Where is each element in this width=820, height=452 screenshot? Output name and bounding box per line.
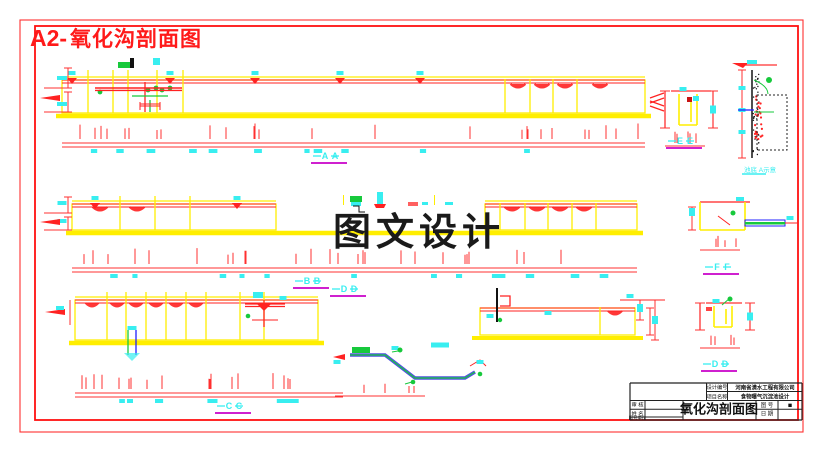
svg-text:池底 A示意: 池底 A示意	[744, 165, 777, 174]
svg-text:D: D	[722, 359, 729, 369]
svg-text:项目名称: 项目名称	[707, 392, 728, 400]
svg-text:A2-: A2-	[30, 25, 67, 51]
svg-text:氧化沟剖面图: 氧化沟剖面图	[70, 27, 202, 51]
svg-text:F: F	[714, 262, 720, 272]
svg-text:审 核: 审 核	[631, 401, 644, 409]
svg-text:A: A	[322, 151, 329, 161]
svg-text:河南省潢水工程有限公司: 河南省潢水工程有限公司	[735, 383, 794, 391]
svg-text:D: D	[351, 284, 358, 294]
svg-text:氧化沟剖面图: 氧化沟剖面图	[679, 402, 758, 417]
svg-text:E: E	[677, 136, 683, 146]
svg-text:E: E	[687, 136, 693, 146]
svg-text:C: C	[236, 401, 243, 411]
svg-text:设计编号: 设计编号	[707, 383, 728, 391]
svg-text:F: F	[724, 262, 730, 272]
svg-text:B: B	[304, 276, 311, 286]
svg-text:A: A	[332, 151, 339, 161]
svg-text:食物曝气沉淀池设计: 食物曝气沉淀池设计	[741, 393, 790, 401]
svg-text:■: ■	[788, 402, 792, 409]
svg-text:日 期: 日 期	[761, 411, 774, 418]
svg-text:B: B	[314, 276, 321, 286]
svg-text:图 号: 图 号	[761, 401, 774, 409]
svg-text:D: D	[341, 284, 348, 294]
svg-text:C: C	[226, 401, 233, 411]
svg-text:图号单位: 图号单位	[629, 414, 647, 421]
svg-text:图文设计: 图文设计	[333, 212, 505, 254]
svg-text:D: D	[712, 359, 719, 369]
